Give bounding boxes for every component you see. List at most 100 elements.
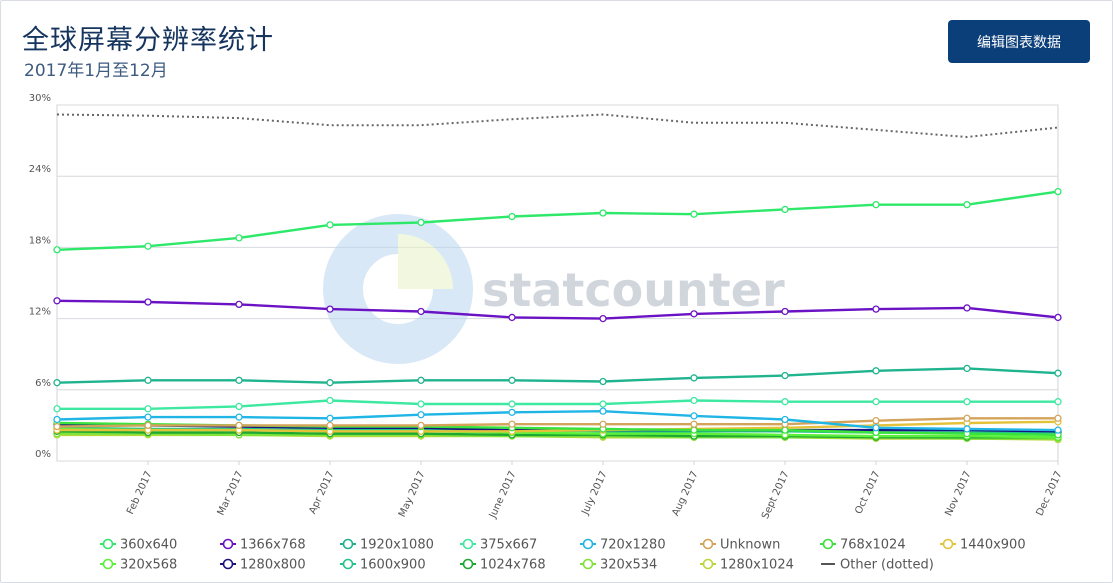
x-tick-label: Mar 2017	[216, 470, 246, 518]
data-point	[690, 396, 698, 405]
legend-item[interactable]: Other (dotted)	[821, 558, 934, 573]
y-tick-label: 0%	[35, 449, 51, 460]
legend-marker-icon	[582, 538, 594, 550]
data-point	[690, 210, 698, 218]
legend-item[interactable]: 375x667	[460, 538, 537, 553]
data-point	[326, 221, 334, 229]
legend-marker-icon	[702, 538, 714, 550]
x-tick-label: June 2017	[487, 470, 519, 521]
legend-item[interactable]: 360x640	[100, 538, 177, 553]
data-point	[53, 415, 61, 424]
legend-label: 1366x768	[240, 538, 306, 553]
data-point	[235, 413, 243, 421]
data-point	[53, 246, 61, 254]
legend-item[interactable]: 1600x900	[340, 558, 426, 573]
data-point	[963, 414, 971, 422]
series-line-360x640	[56, 190, 1059, 251]
data-point	[963, 201, 971, 209]
data-point	[417, 400, 425, 408]
page-title: 全球屏幕分辨率统计	[22, 25, 274, 56]
data-point	[781, 398, 789, 406]
data-point	[1054, 398, 1062, 406]
series-line-1024x768	[56, 430, 1058, 439]
data-point	[599, 400, 607, 408]
data-point	[690, 310, 698, 318]
legend-item[interactable]: 1920x1080	[340, 538, 434, 553]
data-point	[781, 205, 789, 214]
series-line-1440x900	[57, 420, 1059, 433]
data-point	[417, 421, 425, 430]
data-point	[417, 411, 425, 419]
data-point	[872, 398, 880, 406]
y-tick-label: 6%	[35, 378, 51, 389]
legend-marker-icon	[342, 538, 354, 550]
y-tick-label: 12%	[29, 307, 51, 318]
legend-item[interactable]: 1280x800	[220, 558, 306, 573]
legend-label: 320x534	[600, 558, 657, 573]
legend-label: 1024x768	[480, 558, 546, 573]
data-point	[508, 400, 516, 408]
data-point	[53, 422, 61, 431]
y-tick-label: 18%	[29, 235, 51, 246]
y-tick-label: 24%	[29, 164, 51, 175]
legend-item[interactable]: 320x568	[100, 558, 177, 573]
data-point	[872, 305, 880, 313]
data-point	[326, 421, 334, 430]
series-line-1366x768	[56, 299, 1059, 320]
legend-item[interactable]: 1280x1024	[700, 558, 794, 573]
data-point	[963, 398, 971, 406]
data-point	[53, 405, 61, 413]
legend-marker-icon	[102, 538, 114, 550]
data-point	[1054, 313, 1062, 322]
data-point	[326, 305, 334, 313]
data-point	[872, 417, 880, 425]
watermark-logo	[323, 214, 473, 364]
data-point	[963, 304, 971, 312]
data-point	[1054, 369, 1062, 377]
data-point	[144, 298, 152, 306]
data-point	[235, 376, 243, 384]
legend-label: 375x667	[480, 538, 537, 553]
data-point	[144, 413, 152, 421]
legend-item[interactable]: 768x1024	[820, 538, 906, 553]
y-tick-label: 30%	[29, 93, 51, 104]
legend-label: Unknown	[720, 538, 780, 553]
series-line-unknown	[56, 417, 1058, 428]
data-point	[690, 412, 698, 420]
data-point	[690, 374, 698, 382]
data-point	[690, 420, 698, 428]
legend-item[interactable]: 320x534	[580, 558, 657, 573]
x-tick-label: Nov 2017	[943, 470, 973, 518]
data-point	[326, 396, 334, 405]
legend-item[interactable]: 720x1280	[580, 538, 666, 553]
data-point	[417, 376, 425, 384]
legend-label: 1600x900	[360, 558, 426, 573]
legend-label: 1920x1080	[360, 538, 434, 553]
data-point	[326, 414, 334, 422]
edit-chart-data-button[interactable]: 编辑图表数据	[948, 20, 1090, 63]
data-point	[690, 426, 698, 434]
legend-marker-icon	[222, 538, 234, 550]
legend-item[interactable]: 1366x768	[220, 538, 306, 553]
data-point	[508, 376, 516, 384]
watermark-wedge	[398, 234, 453, 289]
legend-item[interactable]: 1024x768	[460, 558, 546, 573]
data-point	[872, 424, 880, 432]
data-point	[781, 307, 789, 316]
data-point	[1054, 187, 1062, 196]
watermark-text: statcounter	[482, 263, 785, 317]
x-tick-label: May 2017	[397, 470, 428, 519]
page-subtitle: 2017年1月至12月	[24, 61, 168, 81]
legend-item[interactable]: 1440x900	[940, 538, 1026, 553]
legend-label: 1280x1024	[720, 558, 794, 573]
data-point	[963, 364, 971, 373]
data-point	[144, 376, 152, 384]
legend-marker-icon	[462, 538, 474, 550]
data-point	[144, 421, 152, 430]
legend-label: 320x568	[120, 558, 177, 573]
series-line-720x1280	[56, 410, 1059, 432]
data-point	[508, 420, 516, 428]
legend-item[interactable]: Unknown	[700, 538, 780, 553]
data-point	[781, 426, 789, 434]
